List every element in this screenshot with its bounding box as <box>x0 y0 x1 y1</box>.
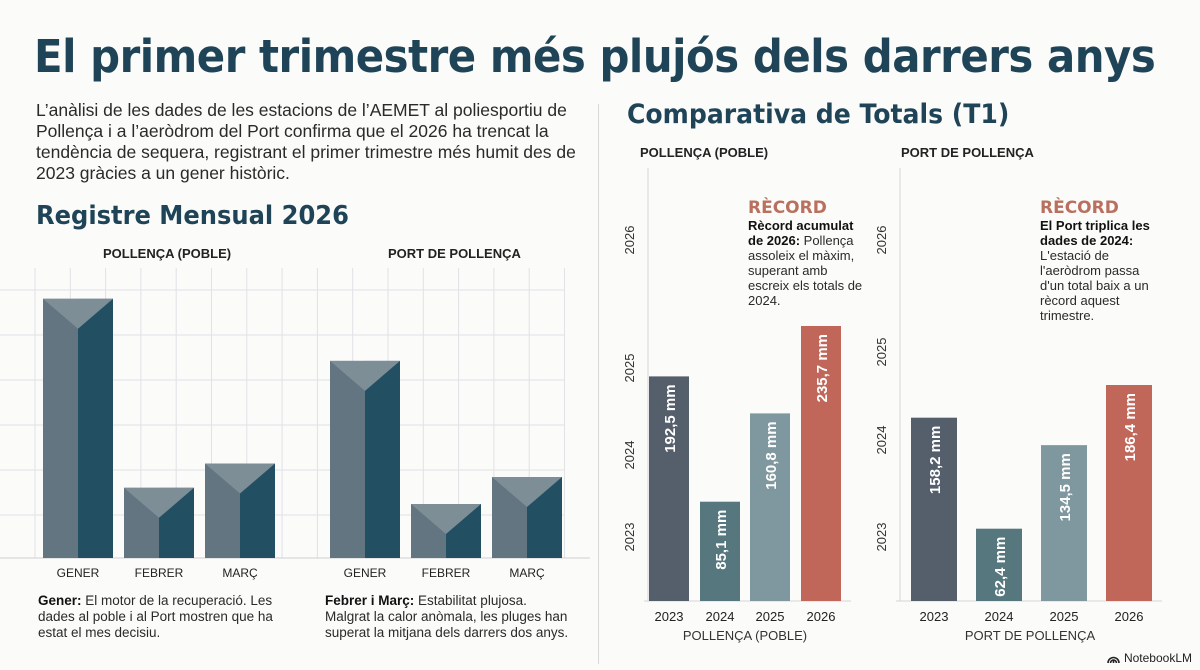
record-title: RÈCORD <box>1040 198 1119 218</box>
compare-x-tick-label: 2025 <box>756 609 785 624</box>
monthly-bar-right-face <box>78 298 113 558</box>
monthly-bar-right-face <box>365 360 400 558</box>
compare-pollenca-title: POLLENÇA (POBLE) <box>640 145 769 160</box>
compare-bar <box>1106 385 1152 601</box>
monthly-bar-top-face <box>492 477 562 507</box>
compare-y-tick-label: 2026 <box>622 226 637 255</box>
monthly-bar-top-face <box>205 463 275 494</box>
monthly-bar <box>205 463 275 558</box>
brand: NotebookLM <box>1107 651 1192 665</box>
compare-y-tick-label: 2024 <box>874 426 889 455</box>
section-divider <box>598 104 599 664</box>
compare-bar <box>649 376 689 601</box>
notebooklm-logo-icon <box>1107 656 1120 663</box>
monthly-bar <box>411 504 481 558</box>
monthly-bar <box>330 360 400 558</box>
compare-x-tick-label: 2025 <box>1050 609 1079 624</box>
brand-label: NotebookLM <box>1123 651 1192 665</box>
monthly-x-tick-label: FEBRER <box>135 566 184 580</box>
note-gener-bold: Gener: <box>38 593 82 608</box>
compare-bar <box>700 501 740 601</box>
compare-x-axis-label: POLLENÇA (POBLE) <box>683 628 807 643</box>
compare-bar <box>976 528 1022 601</box>
note-febrer-text: Estabilitat plujosa. Malgrat la calor an… <box>325 593 569 640</box>
compare-bar-value-label: 192,5 mm <box>662 384 679 452</box>
note-febrer-bold: Febrer i Març: <box>325 593 415 608</box>
record-callout-pollenca: RÈCORD Rècord acumulat de 2026: Pollença… <box>748 198 868 308</box>
compare-bar <box>801 326 841 601</box>
monthly-bar <box>492 477 562 558</box>
monthly-bar-top-face <box>43 298 113 329</box>
compare-bar-value-label: 186,4 mm <box>1122 393 1139 461</box>
compare-bar <box>1041 445 1087 601</box>
compare-bar-value-label: 158,2 mm <box>927 426 944 494</box>
compare-bar <box>750 413 790 601</box>
record-bold: El Port triplica les dades de 2024: <box>1040 218 1150 248</box>
monthly-bar-top-face <box>411 504 481 534</box>
monthly-bar-top-face <box>124 487 194 518</box>
compare-bar-value-label: 235,7 mm <box>814 334 831 402</box>
compare-y-tick-label: 2023 <box>874 523 889 552</box>
monthly-bar <box>43 298 113 558</box>
compare-y-tick-label: 2026 <box>874 226 889 255</box>
monthly-bar <box>124 487 194 558</box>
compare-y-tick-label: 2024 <box>622 441 637 470</box>
monthly-bar-left-face <box>43 298 78 558</box>
compare-bar-value-label: 134,5 mm <box>1057 453 1074 521</box>
compare-bar-value-label: 85,1 mm <box>713 510 730 570</box>
compare-y-tick-label: 2025 <box>874 338 889 367</box>
monthly-x-tick-label: MARÇ <box>509 566 545 580</box>
note-gener-text: El motor de la recuperació. Les dades al… <box>38 593 273 640</box>
compare-y-tick-label: 2025 <box>622 354 637 383</box>
note-gener: Gener: El motor de la recuperació. Les d… <box>38 593 283 641</box>
monthly-x-tick-label: GENER <box>344 566 387 580</box>
compare-bar-value-label: 62,4 mm <box>992 537 1009 597</box>
record-text: Pollença assoleix el màxim, superant amb… <box>748 233 863 308</box>
compare-x-tick-label: 2024 <box>706 609 735 624</box>
monthly-port-title: PORT DE POLLENÇA <box>388 246 521 261</box>
compare-bar <box>911 417 957 601</box>
monthly-bar-top-face <box>330 360 400 391</box>
note-febrer-marc: Febrer i Març: Estabilitat plujosa. Malg… <box>325 593 575 641</box>
compare-x-tick-label: 2026 <box>807 609 836 624</box>
monthly-heading: Registre Mensual 2026 <box>36 201 349 231</box>
compare-x-tick-label: 2023 <box>920 609 949 624</box>
compare-x-tick-label: 2024 <box>985 609 1014 624</box>
compare-x-tick-label: 2026 <box>1115 609 1144 624</box>
compare-bar-value-label: 160,8 mm <box>763 421 780 489</box>
record-text: L'estació de l'aeròdrom passa d'un total… <box>1040 248 1149 323</box>
monthly-bar-left-face <box>330 360 365 558</box>
record-title: RÈCORD <box>748 198 827 218</box>
monthly-x-tick-label: GENER <box>57 566 100 580</box>
monthly-pollenca-title: POLLENÇA (POBLE) <box>103 246 232 261</box>
record-bold: Rècord acumulat de 2026: <box>748 218 854 248</box>
compare-x-axis-label: PORT DE POLLENÇA <box>965 628 1096 643</box>
monthly-x-tick-label: MARÇ <box>222 566 258 580</box>
compare-x-tick-label: 2023 <box>655 609 684 624</box>
compare-heading: Comparativa de Totals (T1) <box>627 99 1010 130</box>
record-callout-port: RÈCORD El Port triplica les dades de 202… <box>1040 198 1160 323</box>
intro-paragraph: L’anàlisi de les dades de les estacions … <box>36 100 576 183</box>
monthly-x-tick-label: FEBRER <box>422 566 471 580</box>
compare-port-title: PORT DE POLLENÇA <box>901 145 1034 160</box>
page-title: El primer trimestre més plujós dels darr… <box>34 30 1156 83</box>
compare-y-tick-label: 2023 <box>622 523 637 552</box>
